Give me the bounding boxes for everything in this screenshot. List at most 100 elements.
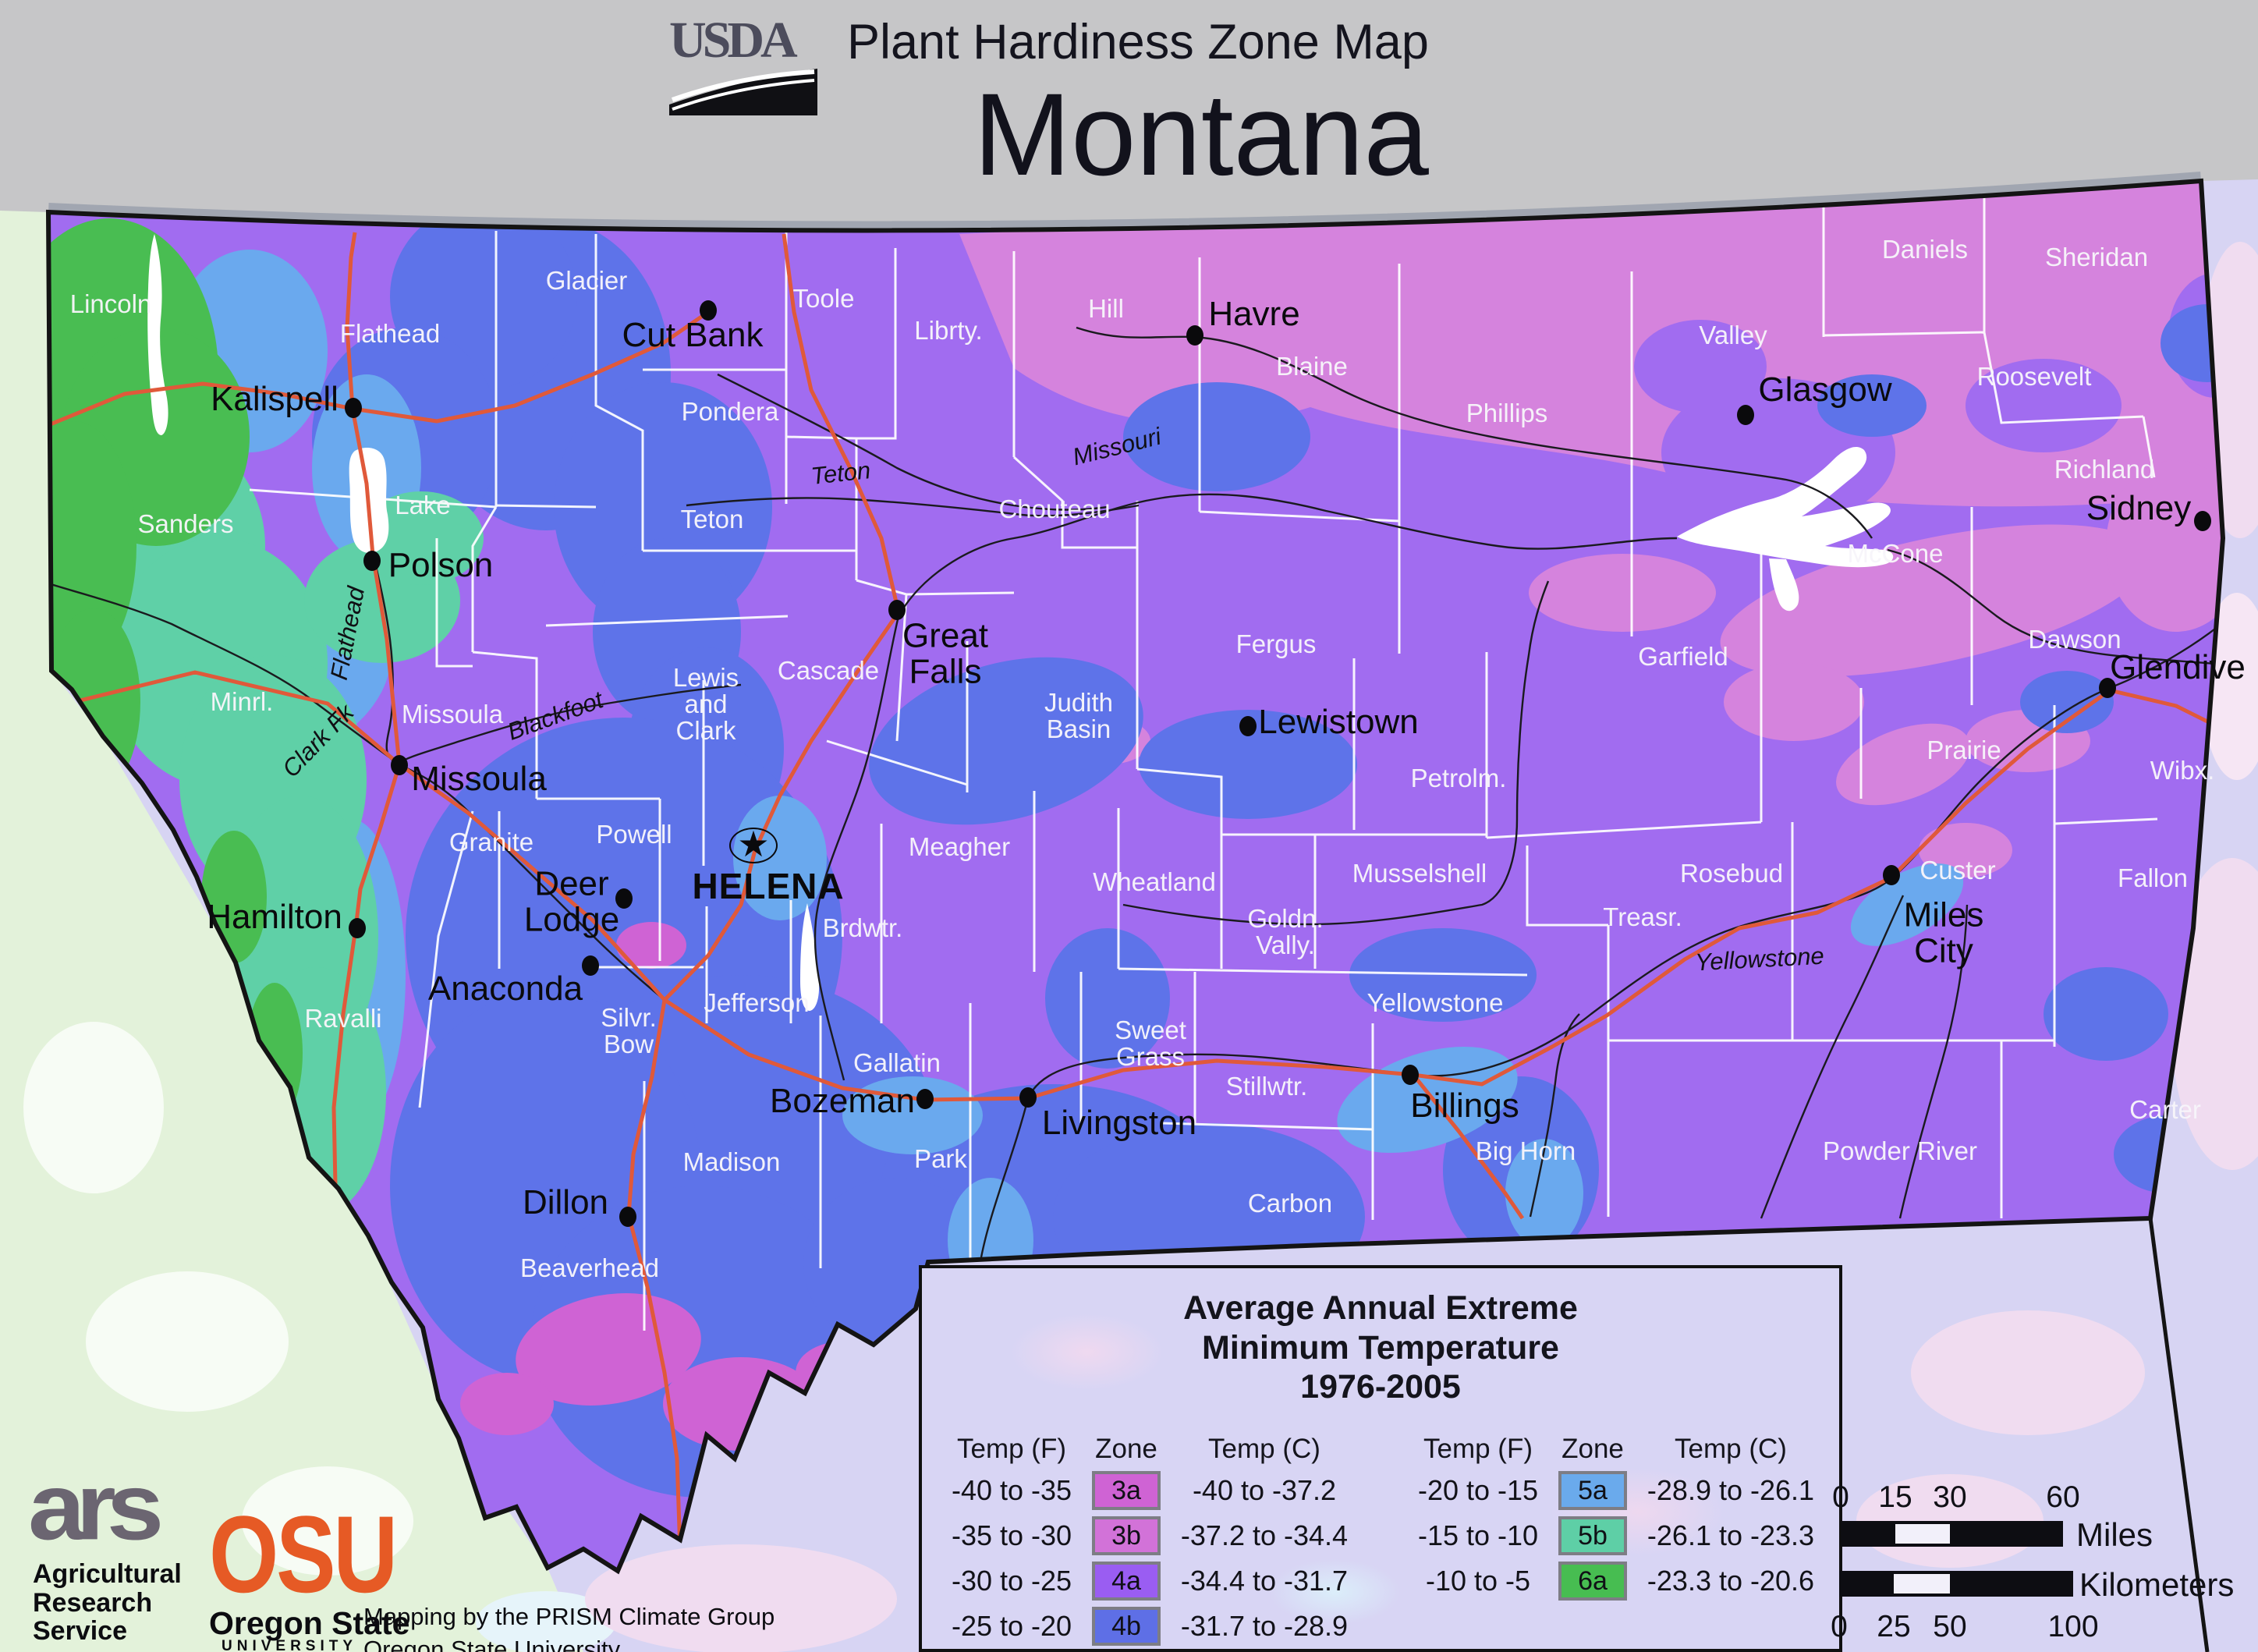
- legend-left-table: Temp (F) Zone Temp (C) -40 to -35 3a -40 to -…: [945, 1434, 1354, 1646]
- city-dot: [363, 551, 381, 571]
- county-label: Sweet Grass: [1115, 1016, 1186, 1071]
- legend-col-header: Zone: [1095, 1434, 1157, 1464]
- city-label: Billings: [1410, 1087, 1519, 1126]
- legend-temp-c: -26.1 to -23.3: [1647, 1519, 1815, 1551]
- city-label: Kalispell: [211, 380, 339, 419]
- legend-temp-f: -20 to -15: [1417, 1474, 1539, 1506]
- mapping-credit: Mapping by the PRISM Climate Group Oregon…: [363, 1603, 775, 1652]
- county-label: Lincoln: [69, 289, 152, 319]
- county-label: Rosebud: [1679, 859, 1784, 888]
- county-label: Ravalli: [304, 1004, 382, 1033]
- county-label: Stillwtr.: [1225, 1072, 1308, 1101]
- canada-band: [0, 0, 2258, 231]
- county-label: Fallon: [2118, 863, 2188, 893]
- county-label: Cascade: [777, 656, 880, 686]
- legend-temp-f: -15 to -10: [1417, 1519, 1539, 1551]
- county-label: Carbon: [1247, 1189, 1333, 1218]
- ars-logo-text: Agricultural Research Service: [33, 1559, 182, 1647]
- city-label: Havre: [1208, 295, 1300, 334]
- kilometers-label: Kilometers: [2079, 1566, 2235, 1603]
- legend-temp-f: -35 to -30: [951, 1519, 1072, 1551]
- city-label: Dillon: [522, 1183, 609, 1222]
- county-label: Phillips: [1466, 399, 1548, 428]
- legend-zone-chip: 5b: [1558, 1516, 1627, 1555]
- legend-col-header: Temp (F): [1423, 1434, 1533, 1464]
- county-label: Jefferson: [704, 988, 810, 1018]
- county-label: Minrl.: [210, 687, 274, 717]
- city-dot: [345, 398, 362, 418]
- county-label: Garfield: [1638, 642, 1728, 672]
- miles-scale-bar: [1841, 1521, 2063, 1547]
- capital-label: HELENA: [692, 866, 845, 907]
- city-label: Missoula: [411, 760, 547, 799]
- miles-tick: 0: [1832, 1480, 1849, 1514]
- county-label: Powder River: [1822, 1136, 1978, 1166]
- legend-temp-c: -31.7 to -28.9: [1180, 1610, 1349, 1642]
- county-label: Powell: [596, 820, 672, 849]
- miles-label: Miles: [2076, 1516, 2153, 1553]
- legend-temp-f: -10 to -5: [1425, 1565, 1531, 1597]
- county-label: Meagher: [908, 832, 1011, 862]
- county-label: Fergus: [1235, 629, 1317, 659]
- legend-col-header: Zone: [1561, 1434, 1624, 1464]
- city-label: Deer Lodge: [523, 864, 620, 938]
- legend-temp-c: -40 to -37.2: [1192, 1474, 1337, 1506]
- city-dot: [619, 1207, 636, 1227]
- legend-temp-c: -34.4 to -31.7: [1180, 1565, 1349, 1597]
- capital-star-icon: ★: [737, 823, 770, 864]
- ars-logo-icon: ars: [28, 1453, 164, 1560]
- osu-name: Oregon State: [209, 1605, 410, 1641]
- city-label: Livingston: [1041, 1104, 1197, 1143]
- legend-temp-f: -25 to -20: [951, 1610, 1072, 1642]
- legend-temp-c: -37.2 to -34.4: [1180, 1519, 1349, 1551]
- city-dot: [2099, 678, 2116, 698]
- city-label: Bozeman: [770, 1082, 915, 1121]
- km-scale-bar: [1839, 1571, 2073, 1597]
- miles-tick: 60: [2046, 1480, 2080, 1514]
- km-tick: 25: [1877, 1610, 1911, 1643]
- city-label: Lewistown: [1258, 703, 1419, 742]
- state-title: Montana: [973, 69, 1429, 200]
- county-label: Valley: [1699, 321, 1767, 350]
- legend-zone-chip: 4b: [1092, 1607, 1161, 1646]
- page-title: Plant Hardiness Zone Map: [847, 15, 1429, 69]
- county-label: Blaine: [1276, 352, 1348, 381]
- legend-col-header: Temp (C): [1208, 1434, 1320, 1464]
- miles-tick: 30: [1933, 1480, 1967, 1514]
- city-dot: [1186, 325, 1203, 346]
- city-label: Polson: [388, 546, 494, 585]
- county-label: Richland: [2054, 455, 2155, 484]
- county-label: Sheridan: [2044, 243, 2149, 272]
- legend-temp-f: -30 to -25: [951, 1565, 1072, 1597]
- usda-logo-swoosh-icon: [669, 69, 817, 115]
- legend-temp-c: -23.3 to -20.6: [1647, 1565, 1815, 1597]
- miles-tick: 15: [1878, 1480, 1912, 1514]
- city-label: Glendive: [2110, 648, 2246, 687]
- county-label: Missoula: [401, 700, 504, 729]
- city-label: Miles City: [1903, 895, 1984, 970]
- county-label: Dawson: [2028, 625, 2122, 654]
- city-label: Sidney: [2086, 489, 2192, 528]
- legend-zone-chip: 3b: [1092, 1516, 1161, 1555]
- county-label: Prairie: [1927, 736, 2001, 765]
- county-label: Chouteau: [998, 495, 1111, 524]
- roads: [48, 232, 2223, 1553]
- legend-zone-chip: 3a: [1092, 1471, 1161, 1510]
- city-dot: [700, 300, 717, 321]
- county-label: Flathead: [339, 319, 441, 349]
- city-label: Anaconda: [427, 970, 583, 1009]
- county-label: Musselshell: [1352, 859, 1487, 888]
- legend-col-header: Temp (C): [1675, 1434, 1787, 1464]
- county-label: Lake: [395, 491, 451, 520]
- county-label: Silvr. Bow: [601, 1003, 657, 1058]
- legend-zone-chip: 5a: [1558, 1471, 1627, 1510]
- county-label: Treasr.: [1603, 902, 1682, 932]
- city-dot: [1019, 1087, 1037, 1108]
- legend-box: Average Annual Extreme Minimum Temperatur…: [919, 1265, 1842, 1652]
- county-label: Hill: [1088, 294, 1124, 324]
- county-label: Gallatin: [853, 1048, 941, 1078]
- city-dot: [615, 888, 633, 909]
- county-label: Custer: [1919, 856, 1996, 885]
